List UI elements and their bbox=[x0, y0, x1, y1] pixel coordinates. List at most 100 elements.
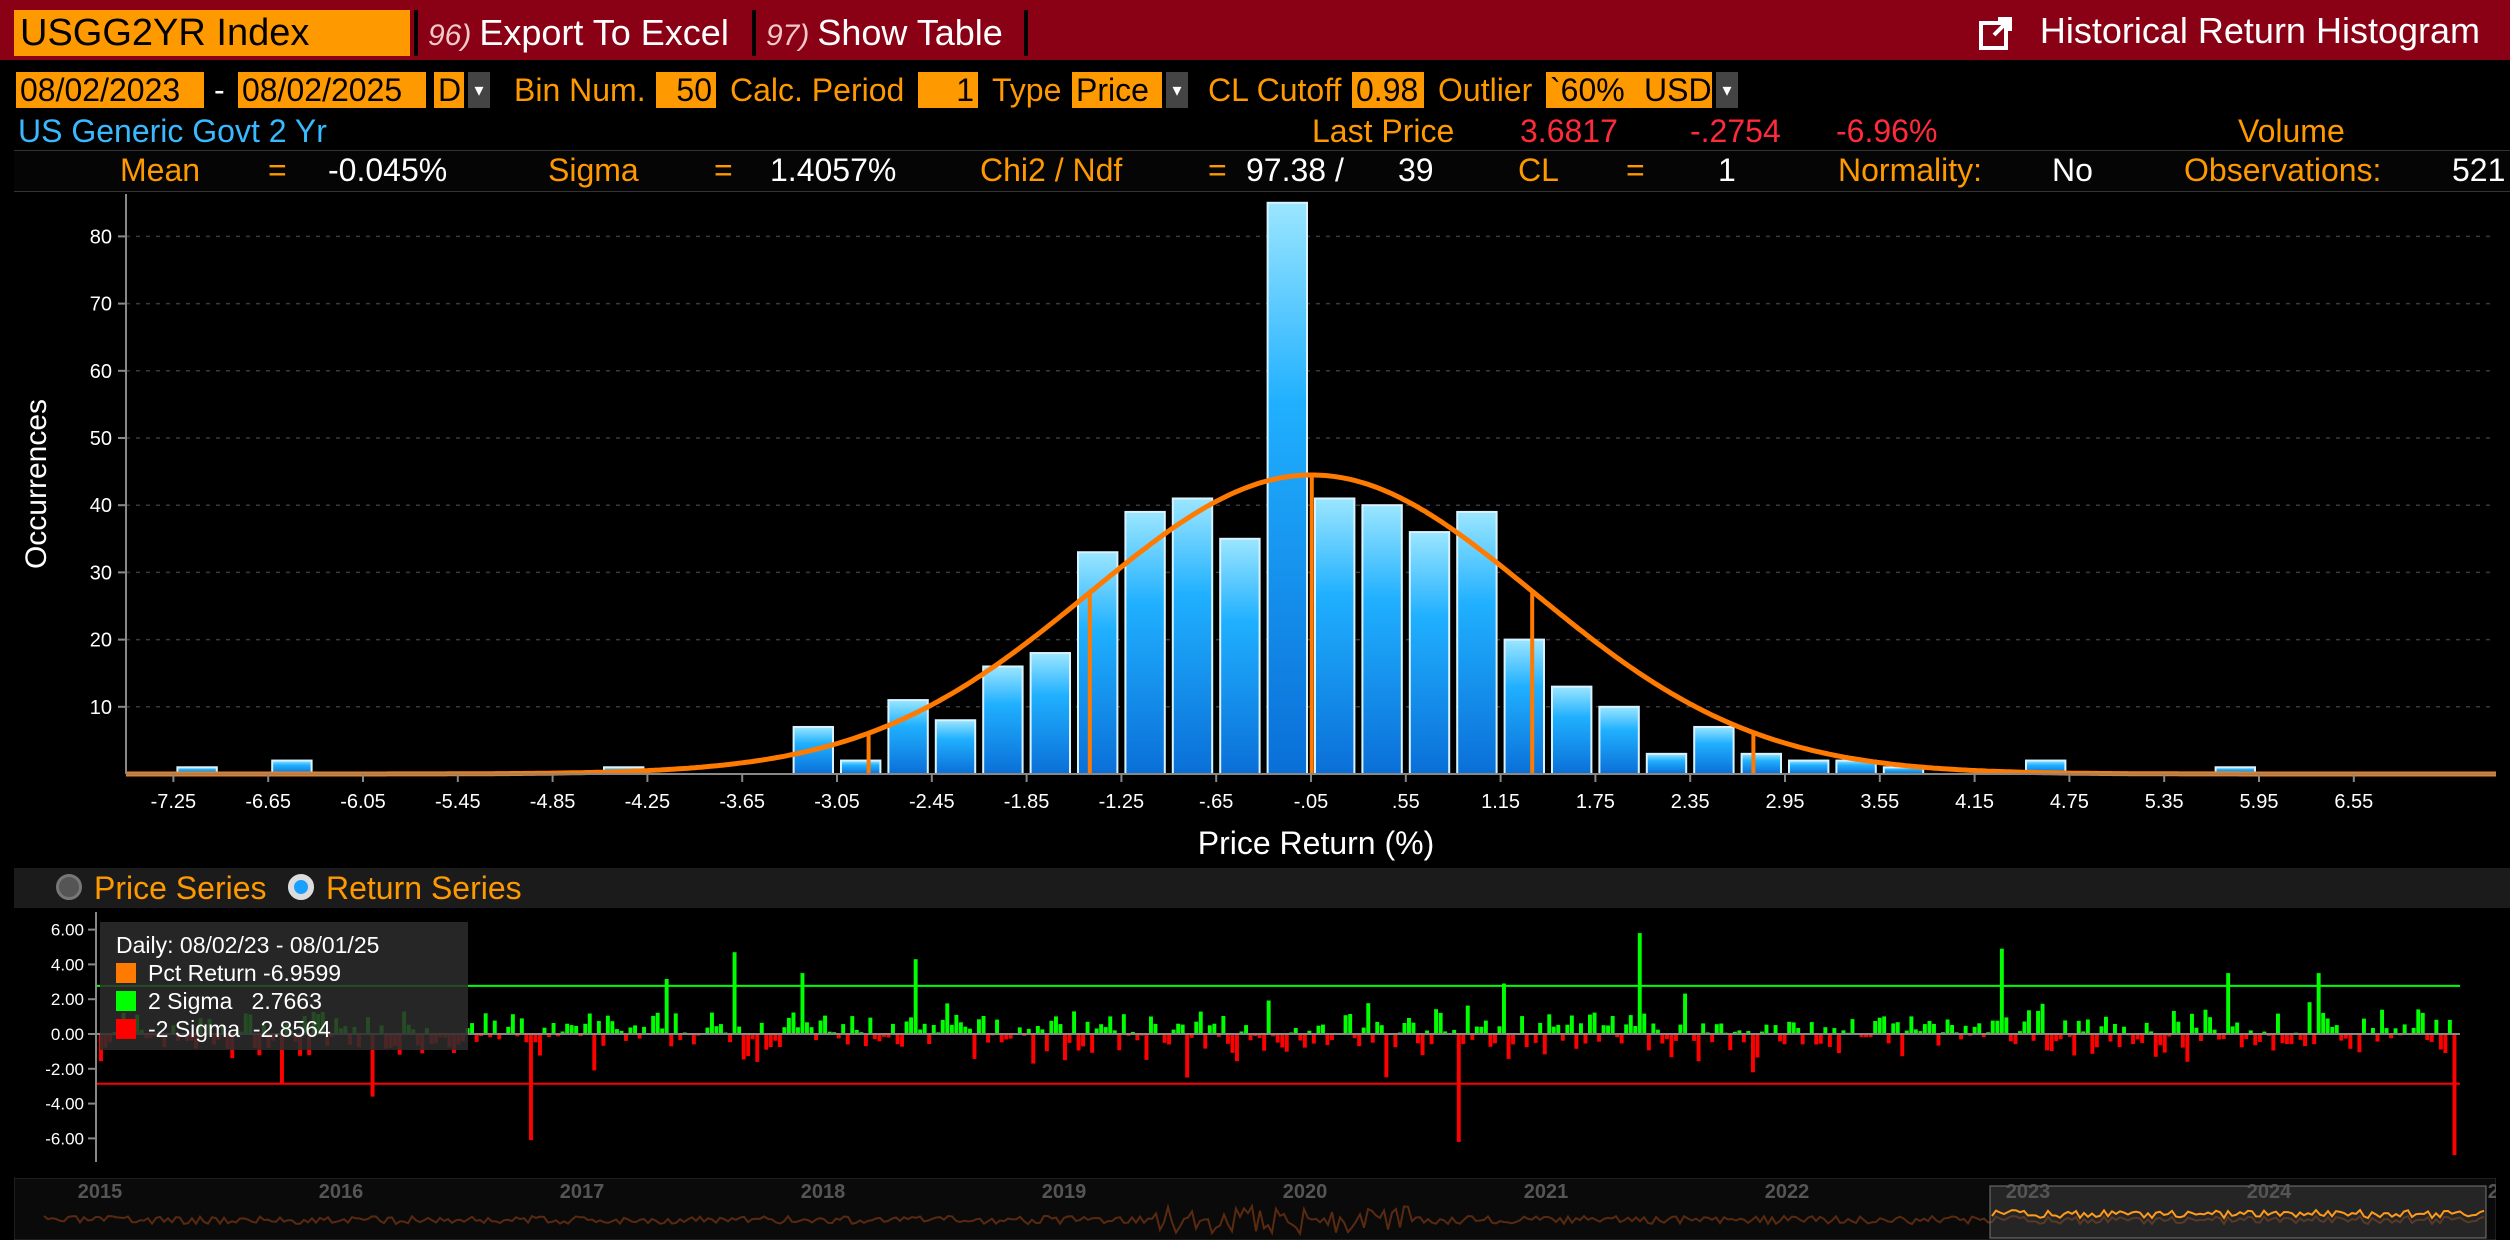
title-bar bbox=[0, 0, 2510, 60]
return-bar bbox=[510, 1014, 515, 1034]
return-bar bbox=[972, 1034, 977, 1059]
return-bar bbox=[1257, 1034, 1262, 1039]
currency-dropdown-icon[interactable]: ▾ bbox=[1716, 72, 1738, 108]
frequency-field[interactable]: D bbox=[434, 72, 464, 108]
return-bar bbox=[909, 1017, 914, 1034]
return-bar bbox=[1293, 1028, 1298, 1034]
return-bar bbox=[1597, 1034, 1602, 1042]
histogram-bar bbox=[1266, 201, 1308, 776]
return-bar bbox=[2434, 1019, 2439, 1034]
histogram-bar bbox=[1551, 685, 1593, 776]
return-bar bbox=[538, 1034, 542, 1056]
return-bar bbox=[954, 1014, 959, 1034]
ticker-field[interactable]: USGG2YR Index bbox=[14, 10, 410, 56]
end-date-field[interactable]: 08/02/2025 bbox=[238, 72, 426, 108]
return-bar bbox=[2176, 1021, 2181, 1034]
return-bar bbox=[872, 1034, 877, 1040]
return-bar bbox=[746, 1034, 751, 1057]
timeline-navigator[interactable]: 2015 2016 2017 2018 2019 2020 2021 2022 2023 2024… bbox=[14, 1178, 2496, 1240]
return-bar bbox=[1212, 1023, 1217, 1034]
return-bar bbox=[1352, 1034, 1357, 1039]
return-bar bbox=[1004, 1034, 1009, 1040]
type-field[interactable]: Price bbox=[1072, 72, 1162, 108]
x-tick-label: -4.25 bbox=[625, 791, 671, 813]
return-bar bbox=[1782, 1034, 1787, 1045]
type-dropdown-icon[interactable]: ▾ bbox=[1166, 72, 1188, 108]
return-bar bbox=[2008, 1034, 2013, 1042]
return-bar bbox=[1235, 1034, 1239, 1062]
return-bar bbox=[1981, 1034, 1986, 1038]
observations-label: Observations: bbox=[2184, 152, 2382, 188]
legend-period: Daily: 08/02/23 - 08/01/25 bbox=[116, 932, 380, 958]
export-excel-button[interactable]: 96) Export To Excel bbox=[428, 10, 729, 56]
return-bar bbox=[1063, 1034, 1067, 1061]
timeline-price-trace bbox=[43, 1203, 2485, 1237]
return-bar bbox=[782, 1027, 787, 1034]
return-bar bbox=[845, 1034, 850, 1045]
return-bar bbox=[1470, 1034, 1475, 1040]
x-tick-label: -.65 bbox=[1199, 791, 1233, 813]
return-bar bbox=[1660, 1034, 1665, 1044]
return-series-label[interactable]: Return Series bbox=[326, 870, 522, 906]
return-bar bbox=[1932, 1023, 1936, 1034]
return-bar bbox=[809, 1027, 814, 1034]
date-separator: - bbox=[214, 72, 225, 108]
return-bar bbox=[2447, 1019, 2452, 1034]
bin-num-field[interactable]: 50 bbox=[656, 72, 716, 108]
return-bar bbox=[1239, 1031, 1244, 1034]
return-bar bbox=[1922, 1024, 1927, 1034]
timeline-year-label: 2023 bbox=[2006, 1181, 2051, 1203]
return-bar bbox=[958, 1022, 963, 1034]
show-table-button[interactable]: 97) Show Table bbox=[766, 10, 1003, 56]
currency-field[interactable]: USD bbox=[1640, 72, 1712, 108]
return-bar bbox=[1665, 1034, 1669, 1040]
return-bar bbox=[981, 1016, 986, 1034]
return-series-radio[interactable] bbox=[288, 874, 314, 900]
return-bar bbox=[2375, 1034, 2380, 1042]
cl-cutoff-field[interactable]: 0.98 bbox=[1352, 72, 1424, 108]
equals-sign: = bbox=[1626, 152, 1645, 188]
return-bar bbox=[931, 1025, 936, 1034]
external-link-icon[interactable] bbox=[1978, 15, 2014, 51]
return-bar bbox=[1330, 1034, 1334, 1041]
button-label: Show Table bbox=[817, 12, 1003, 53]
return-bar bbox=[2257, 1034, 2262, 1042]
x-tick-label: 1.15 bbox=[1481, 791, 1520, 813]
x-tick-label: -4.85 bbox=[530, 791, 576, 813]
return-bar bbox=[2443, 1034, 2448, 1053]
return-bar bbox=[1049, 1020, 1054, 1034]
return-bar bbox=[1547, 1014, 1552, 1034]
return-bar bbox=[2144, 1022, 2149, 1034]
return-bar bbox=[1443, 1031, 1448, 1034]
return-bar bbox=[1841, 1030, 1846, 1034]
return-bar bbox=[1624, 1024, 1629, 1034]
return-bar bbox=[1452, 1029, 1457, 1034]
price-series-radio[interactable] bbox=[56, 874, 82, 900]
calc-period-field[interactable]: 1 bbox=[918, 72, 978, 108]
return-bar bbox=[2158, 1034, 2163, 1046]
frequency-dropdown-icon[interactable]: ▾ bbox=[468, 72, 490, 108]
return-bar bbox=[642, 1026, 647, 1034]
return-bar bbox=[1823, 1027, 1828, 1034]
timeline-year-label: 2019 bbox=[1042, 1181, 1087, 1203]
return-bar bbox=[1474, 1026, 1479, 1034]
x-axis-label: Price Return (%) bbox=[1198, 825, 1435, 861]
return-bar bbox=[1085, 1021, 1090, 1034]
return-bar bbox=[1891, 1023, 1896, 1034]
return-bar bbox=[2339, 1034, 2344, 1041]
timeline-year-label: 2020 bbox=[1283, 1181, 1328, 1203]
return-bar bbox=[764, 1034, 769, 1050]
return-bar bbox=[2298, 1034, 2303, 1040]
start-date-field[interactable]: 08/02/2023 bbox=[16, 72, 204, 108]
x-tick-label: 1.75 bbox=[1576, 791, 1615, 813]
return-bar bbox=[963, 1026, 968, 1034]
return-bar bbox=[1108, 1016, 1113, 1034]
outlier-field[interactable]: `60% bbox=[1546, 72, 1642, 108]
x-tick-label: 4.15 bbox=[1955, 791, 1994, 813]
return-bar bbox=[2022, 1021, 2027, 1034]
timeline-selection-window[interactable] bbox=[1989, 1185, 2487, 1239]
chi2-value: 97.38 / bbox=[1246, 152, 1344, 188]
return-bar bbox=[1646, 1034, 1651, 1051]
return-bar bbox=[836, 1034, 841, 1039]
price-series-label[interactable]: Price Series bbox=[94, 870, 267, 906]
